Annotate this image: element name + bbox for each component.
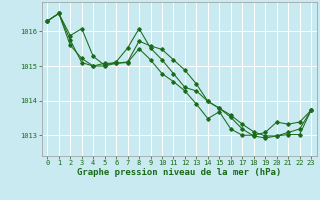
X-axis label: Graphe pression niveau de la mer (hPa): Graphe pression niveau de la mer (hPa): [77, 168, 281, 177]
